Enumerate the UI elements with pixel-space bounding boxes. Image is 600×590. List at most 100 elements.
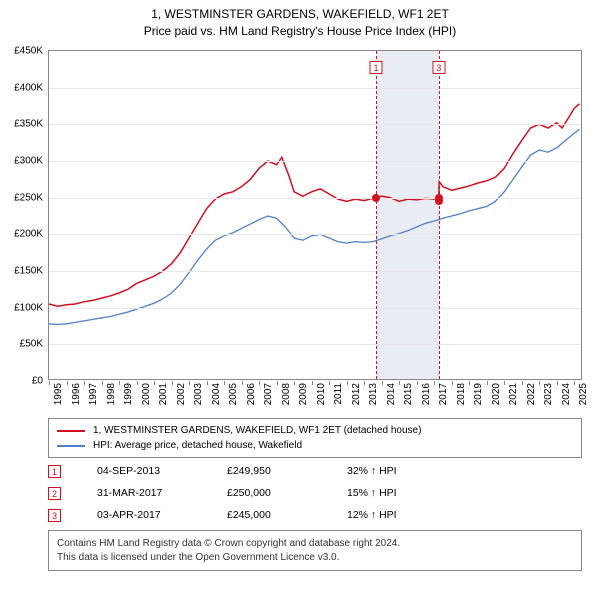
x-axis-label: 2016 (421, 383, 432, 413)
y-axis-label: £400K (3, 82, 43, 93)
chart-lines-svg (49, 51, 581, 379)
event-price: £249,950 (227, 465, 347, 477)
legend-box: 1, WESTMINSTER GARDENS, WAKEFIELD, WF1 2… (48, 418, 582, 458)
x-axis-tick (329, 381, 330, 385)
y-axis-label: £0 (3, 376, 43, 387)
x-axis-label: 1999 (123, 383, 134, 413)
y-axis-label: £300K (3, 156, 43, 167)
x-axis-tick (417, 381, 418, 385)
grid-line (49, 124, 581, 125)
x-axis-tick (207, 381, 208, 385)
x-axis-tick (67, 381, 68, 385)
x-axis-label: 2012 (351, 383, 362, 413)
x-axis-tick (434, 381, 435, 385)
x-axis-label: 2013 (368, 383, 379, 413)
chart-plot-area: £0£50K£100K£150K£200K£250K£300K£350K£400… (48, 50, 582, 380)
x-axis-tick (224, 381, 225, 385)
x-axis-tick (312, 381, 313, 385)
event-price: £250,000 (227, 487, 347, 499)
event-vertical-line (376, 51, 377, 379)
x-axis-label: 2000 (141, 383, 152, 413)
footer-line1: Contains HM Land Registry data © Crown c… (57, 537, 573, 551)
x-axis-tick (347, 381, 348, 385)
x-axis-label: 1997 (88, 383, 99, 413)
event-number-box: 1 (370, 61, 383, 74)
x-axis-label: 2002 (176, 383, 187, 413)
x-axis-label: 2015 (403, 383, 414, 413)
sale-marker (372, 194, 380, 202)
event-pct: 32% ↑ HPI (347, 465, 467, 477)
legend-swatch (57, 430, 85, 432)
x-axis-tick (259, 381, 260, 385)
title-line1: 1, WESTMINSTER GARDENS, WAKEFIELD, WF1 2… (0, 6, 600, 23)
event-date: 31-MAR-2017 (97, 487, 227, 499)
grid-line (49, 161, 581, 162)
x-axis-tick (154, 381, 155, 385)
x-axis-label: 2022 (526, 383, 537, 413)
legend-label: 1, WESTMINSTER GARDENS, WAKEFIELD, WF1 2… (93, 425, 421, 436)
x-axis-tick (382, 381, 383, 385)
x-axis-tick (102, 381, 103, 385)
x-axis-label: 2023 (543, 383, 554, 413)
event-vertical-line (439, 51, 440, 379)
sale-marker (435, 197, 443, 205)
y-axis-label: £50K (3, 339, 43, 350)
x-axis-label: 2020 (491, 383, 502, 413)
legend-item: 1, WESTMINSTER GARDENS, WAKEFIELD, WF1 2… (57, 423, 573, 438)
x-axis-label: 2008 (281, 383, 292, 413)
x-axis-tick (574, 381, 575, 385)
x-axis-label: 2005 (228, 383, 239, 413)
x-axis-tick (452, 381, 453, 385)
title-line2: Price paid vs. HM Land Registry's House … (0, 23, 600, 40)
x-axis-tick (277, 381, 278, 385)
event-pct: 12% ↑ HPI (347, 509, 467, 521)
x-axis-tick (49, 381, 50, 385)
x-axis-label: 1996 (71, 383, 82, 413)
x-axis-label: 2011 (333, 383, 344, 413)
x-axis-tick (242, 381, 243, 385)
x-axis-label: 2009 (298, 383, 309, 413)
x-axis-tick (189, 381, 190, 385)
x-axis-label: 2003 (193, 383, 204, 413)
event-table-row: 3 03-APR-2017£245,00012% ↑ HPI (48, 504, 582, 526)
event-price: £245,000 (227, 509, 347, 521)
x-axis-label: 2018 (456, 383, 467, 413)
legend-swatch (57, 445, 85, 447)
x-axis-label: 2010 (316, 383, 327, 413)
x-axis-tick (557, 381, 558, 385)
y-axis-label: £150K (3, 266, 43, 277)
x-axis-tick (522, 381, 523, 385)
x-axis-label: 2017 (438, 383, 449, 413)
x-axis-tick (84, 381, 85, 385)
x-axis-label: 2014 (386, 383, 397, 413)
event-number: 2 (48, 487, 61, 500)
legend-item: HPI: Average price, detached house, Wake… (57, 438, 573, 453)
event-date: 04-SEP-2013 (97, 465, 227, 477)
y-axis-label: £350K (3, 119, 43, 130)
x-axis-label: 1995 (53, 383, 64, 413)
x-axis-label: 2024 (561, 383, 572, 413)
event-pct: 15% ↑ HPI (347, 487, 467, 499)
grid-line (49, 234, 581, 235)
x-axis-tick (469, 381, 470, 385)
event-table-row: 2 31-MAR-2017£250,00015% ↑ HPI (48, 482, 582, 504)
x-axis-label: 2021 (508, 383, 519, 413)
grid-line (49, 344, 581, 345)
event-number: 3 (48, 509, 61, 522)
footer-line2: This data is licensed under the Open Gov… (57, 551, 573, 565)
y-axis-label: £450K (3, 46, 43, 57)
event-number: 1 (48, 465, 61, 478)
legend-label: HPI: Average price, detached house, Wake… (93, 440, 302, 451)
x-axis-label: 2019 (473, 383, 484, 413)
events-table: 1 04-SEP-2013£249,95032% ↑ HPI 2 31-MAR-201… (48, 460, 582, 526)
x-axis-tick (487, 381, 488, 385)
grid-line (49, 271, 581, 272)
x-axis-tick (539, 381, 540, 385)
x-axis-label: 1998 (106, 383, 117, 413)
x-axis-tick (137, 381, 138, 385)
x-axis-label: 2006 (246, 383, 257, 413)
event-date: 03-APR-2017 (97, 509, 227, 521)
grid-line (49, 198, 581, 199)
y-axis-label: £100K (3, 302, 43, 313)
event-number-box: 3 (432, 61, 445, 74)
